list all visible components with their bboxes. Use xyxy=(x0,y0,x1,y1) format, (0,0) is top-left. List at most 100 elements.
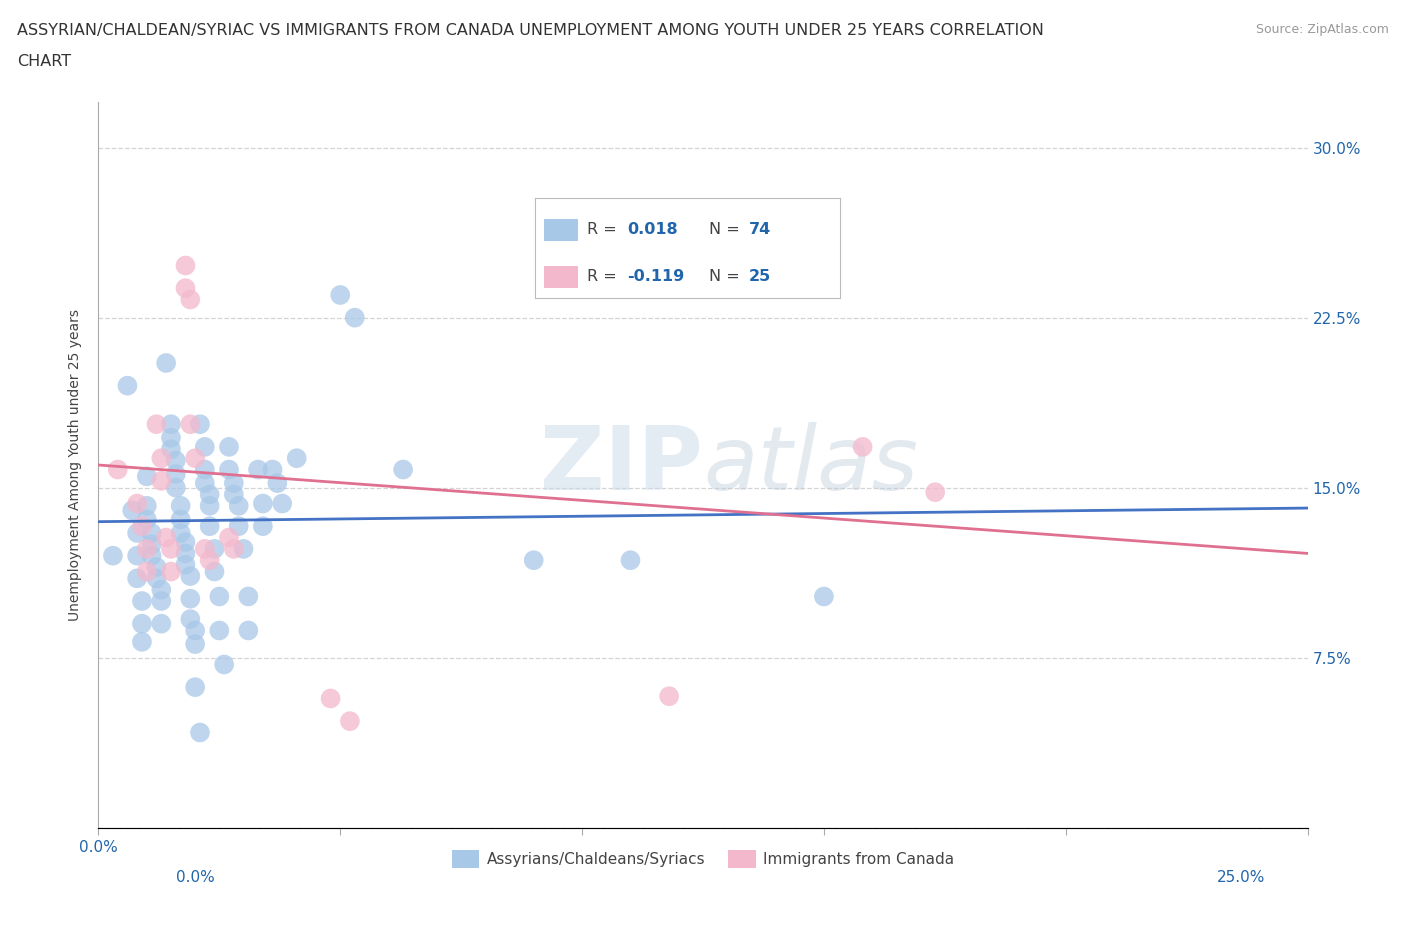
Point xyxy=(343,311,366,325)
Point xyxy=(160,565,183,579)
Point xyxy=(329,287,352,302)
Point xyxy=(117,379,139,393)
Point xyxy=(222,541,245,556)
Point xyxy=(150,617,173,631)
Point xyxy=(179,417,201,432)
Point xyxy=(141,525,163,540)
Point xyxy=(252,496,274,511)
Point xyxy=(238,589,260,604)
Point xyxy=(135,541,157,556)
Text: Source: ZipAtlas.com: Source: ZipAtlas.com xyxy=(1256,23,1389,36)
Point xyxy=(107,462,129,477)
Point xyxy=(188,417,211,432)
Point xyxy=(198,487,221,502)
Point xyxy=(252,519,274,534)
Point xyxy=(174,281,197,296)
Point xyxy=(392,462,415,477)
Point xyxy=(184,680,207,695)
Point xyxy=(218,462,240,477)
Point xyxy=(169,498,191,513)
Point xyxy=(169,525,191,540)
Point xyxy=(285,451,308,466)
Point xyxy=(160,417,183,432)
FancyBboxPatch shape xyxy=(544,266,578,287)
Point xyxy=(150,582,173,597)
Point xyxy=(127,549,149,564)
Point xyxy=(184,637,207,652)
Point xyxy=(131,617,153,631)
Text: R =: R = xyxy=(588,269,621,285)
Text: atlas: atlas xyxy=(703,422,918,508)
Point xyxy=(194,462,217,477)
Point xyxy=(131,593,153,608)
Point xyxy=(266,476,288,491)
Point xyxy=(169,512,191,526)
Point xyxy=(228,519,250,534)
Point xyxy=(924,485,946,499)
Point xyxy=(150,593,173,608)
Point xyxy=(165,467,187,482)
Point xyxy=(813,589,835,604)
Point xyxy=(135,498,157,513)
Text: 25.0%: 25.0% xyxy=(1218,870,1265,884)
Point xyxy=(165,480,187,495)
Text: N =: N = xyxy=(709,269,745,285)
Point xyxy=(204,541,226,556)
Text: 0.018: 0.018 xyxy=(627,222,678,237)
Point xyxy=(155,530,177,545)
Text: 74: 74 xyxy=(749,222,770,237)
Point xyxy=(179,591,201,606)
Point xyxy=(198,519,221,534)
Point xyxy=(204,565,226,579)
Point xyxy=(141,549,163,564)
Point xyxy=(179,568,201,583)
Point xyxy=(135,565,157,579)
Point xyxy=(228,498,250,513)
Point xyxy=(160,442,183,457)
Text: ASSYRIAN/CHALDEAN/SYRIAC VS IMMIGRANTS FROM CANADA UNEMPLOYMENT AMONG YOUTH UNDE: ASSYRIAN/CHALDEAN/SYRIAC VS IMMIGRANTS F… xyxy=(17,23,1043,38)
Point xyxy=(619,552,641,567)
Point xyxy=(174,535,197,550)
Point xyxy=(160,431,183,445)
Point xyxy=(271,496,294,511)
Point xyxy=(174,259,197,273)
Point xyxy=(194,440,217,455)
Point xyxy=(222,476,245,491)
Point xyxy=(218,530,240,545)
Point xyxy=(198,552,221,567)
Point xyxy=(208,623,231,638)
Point xyxy=(238,623,260,638)
Point xyxy=(127,571,149,586)
Point xyxy=(121,503,143,518)
Point xyxy=(247,462,270,477)
Point xyxy=(131,519,153,534)
Point xyxy=(184,451,207,466)
Text: -0.119: -0.119 xyxy=(627,269,685,285)
Point xyxy=(174,546,197,561)
Point xyxy=(852,440,875,455)
Point xyxy=(101,549,124,564)
Point xyxy=(145,571,167,586)
Text: 0.0%: 0.0% xyxy=(176,870,215,884)
Point xyxy=(179,292,201,307)
Point xyxy=(150,473,173,488)
Point xyxy=(658,689,681,704)
Text: 25: 25 xyxy=(749,269,770,285)
Point xyxy=(198,498,221,513)
Point xyxy=(179,612,201,627)
Point xyxy=(212,657,235,671)
Point xyxy=(155,355,177,370)
Point xyxy=(208,589,231,604)
Point xyxy=(232,541,254,556)
Point xyxy=(188,725,211,740)
Point xyxy=(194,541,217,556)
Point xyxy=(131,634,153,649)
Text: N =: N = xyxy=(709,222,745,237)
Text: CHART: CHART xyxy=(17,54,70,69)
Point xyxy=(218,440,240,455)
Legend: Assyrians/Chaldeans/Syriacs, Immigrants from Canada: Assyrians/Chaldeans/Syriacs, Immigrants … xyxy=(446,844,960,874)
Point xyxy=(141,537,163,551)
Point xyxy=(523,552,546,567)
Text: R =: R = xyxy=(588,222,621,237)
Point xyxy=(160,541,183,556)
